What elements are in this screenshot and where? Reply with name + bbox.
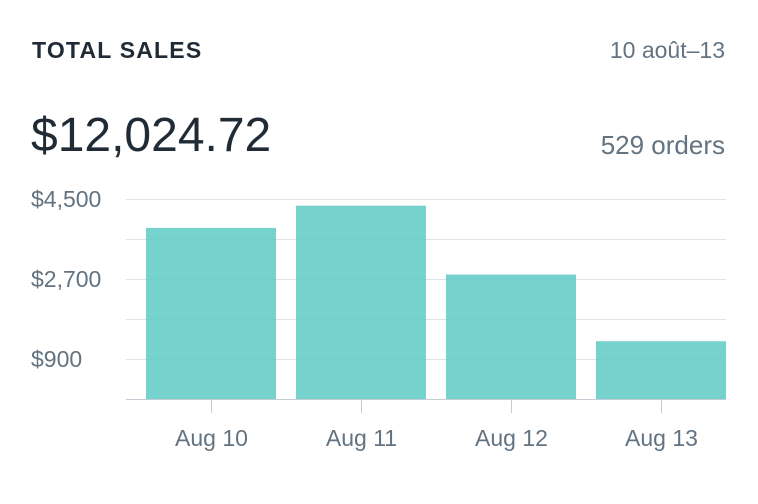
card-title: TOTAL SALES [32,37,203,63]
total-sales-value: $12,024.72 [31,109,272,162]
bar-aug-11[interactable] [296,205,426,399]
bars-layer [146,205,726,399]
x-tick-label: Aug 11 [326,425,397,451]
orders-count: 529 orders [600,130,725,160]
bar-aug-10[interactable] [146,227,276,399]
bar-aug-12[interactable] [446,274,576,399]
axis-layer: $900 $2,700 $4,500 Aug 10 Aug 11 Aug 12 Aug 13 [31,186,726,451]
date-range[interactable]: 10 août–13 [609,37,725,63]
x-tick-label: Aug 13 [625,425,698,451]
y-tick-label: $2,700 [31,266,101,292]
x-tick-label: Aug 10 [175,425,248,451]
y-tick-label: $4,500 [31,186,101,212]
y-tick-label: $900 [31,346,82,372]
bar-aug-13[interactable] [596,341,726,399]
x-tick-label: Aug 12 [475,425,548,451]
